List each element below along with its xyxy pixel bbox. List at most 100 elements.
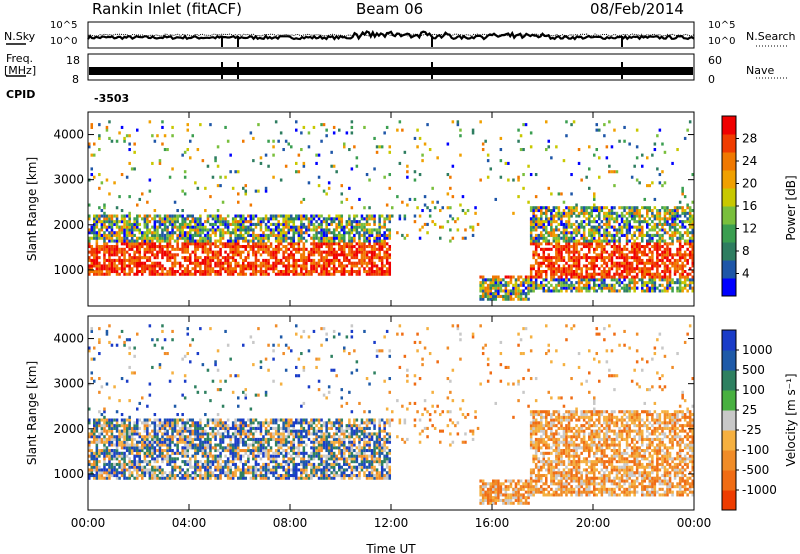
power-cell [103, 253, 106, 257]
power-cell [279, 258, 283, 262]
power-cell [686, 128, 689, 132]
power-cell [540, 220, 543, 224]
power-cell [254, 256, 258, 260]
power-cell [153, 220, 157, 224]
power-cell [194, 258, 197, 262]
power-cell [504, 294, 508, 298]
power-cell [322, 272, 326, 276]
power-cell [608, 120, 611, 124]
power-cell [570, 275, 573, 279]
power-cell [93, 153, 96, 157]
power-cell [274, 228, 278, 232]
power-cell [264, 272, 268, 276]
power-cell [252, 250, 255, 254]
power-cell [317, 222, 321, 226]
power-cell [555, 206, 558, 210]
velocity-cell [88, 418, 91, 422]
velocity-cell [123, 446, 126, 450]
power-cell [282, 231, 285, 235]
power-cell [284, 217, 288, 221]
power-cell [201, 228, 205, 232]
power-cell [555, 261, 558, 265]
velocity-cell [196, 446, 200, 450]
power-cell [201, 250, 205, 254]
power-cell [269, 228, 273, 232]
power-cell [315, 231, 318, 235]
power-cell [666, 245, 669, 249]
power-cell [388, 245, 392, 249]
power-cell [365, 214, 369, 218]
nsearch-label: N.Search [746, 30, 796, 43]
power-cell [95, 225, 99, 229]
velocity-cell [95, 443, 99, 447]
power-cell [585, 222, 588, 226]
power-cell [656, 272, 659, 276]
power-cell [209, 247, 212, 251]
power-cell [651, 228, 654, 232]
power-cell [216, 217, 220, 221]
power-cell [562, 267, 566, 271]
power-cell [534, 247, 538, 251]
power-cell [239, 253, 243, 257]
power-cell [373, 247, 376, 251]
velocity-cell [93, 454, 96, 458]
power-cell [110, 258, 114, 262]
power-cell [683, 239, 687, 243]
power-cell [562, 233, 566, 237]
velocity-cell [95, 465, 99, 469]
power-cell [630, 247, 634, 251]
velocity-cell [211, 446, 215, 450]
power-cell [350, 267, 354, 271]
power-cell [678, 236, 682, 240]
power-cell [231, 186, 235, 190]
power-cell [633, 225, 636, 229]
power-cell [570, 225, 573, 229]
velocity-cell [93, 346, 96, 350]
velocity-cell [88, 421, 91, 425]
power-cell [118, 233, 121, 237]
power-cell [519, 294, 523, 298]
power-cell [267, 261, 270, 265]
power-cell [603, 270, 606, 274]
velocity-cell [186, 468, 190, 472]
power-cell [320, 258, 323, 262]
power-cell [214, 217, 217, 221]
power-cell [194, 256, 197, 260]
power-cell [171, 253, 174, 257]
power-cell [625, 289, 629, 293]
velocity-cell [183, 446, 187, 450]
power-cell [123, 258, 126, 262]
power-cell [115, 217, 119, 221]
power-cell [668, 236, 672, 240]
power-cell [343, 142, 346, 146]
power-cell [274, 250, 278, 254]
power-cell [451, 195, 455, 199]
power-cell [678, 278, 682, 282]
power-cell [194, 272, 197, 276]
power-cell [605, 231, 609, 235]
power-cell [489, 281, 493, 285]
velocity-cell [123, 454, 126, 458]
power-cell [310, 214, 313, 218]
velocity-cell [115, 437, 119, 441]
velocity-cell [153, 457, 157, 461]
power-cell [593, 247, 596, 251]
power-cell [211, 175, 215, 179]
power-cell [358, 225, 361, 229]
velocity-cell [171, 460, 174, 464]
power-cell [673, 220, 677, 224]
velocity-cell [183, 437, 187, 441]
power-cell [595, 239, 599, 243]
power-cell [211, 267, 215, 271]
power-cell [133, 228, 136, 232]
power-cell [630, 217, 634, 221]
power-cell [403, 214, 407, 218]
power-cell [605, 236, 609, 240]
power-cell [560, 217, 563, 221]
power-cell [565, 278, 568, 282]
power-cell [239, 264, 243, 268]
power-cell [532, 253, 535, 257]
power-cell [340, 228, 344, 232]
power-cell [688, 281, 692, 285]
power-cell [338, 128, 341, 132]
